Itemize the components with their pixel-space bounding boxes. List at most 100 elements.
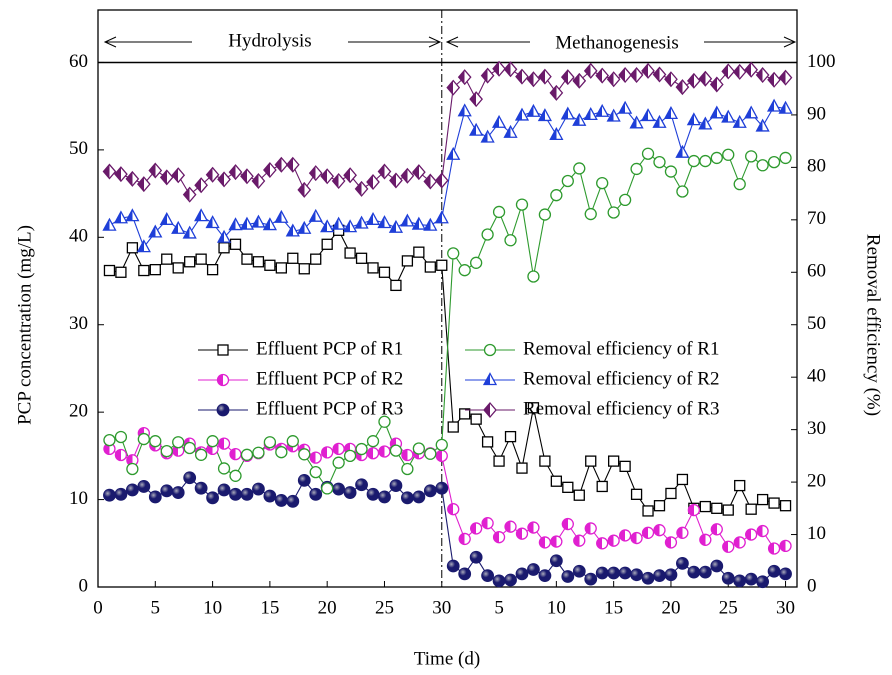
marker [401,448,414,462]
marker [618,100,633,114]
marker [766,98,782,112]
marker [274,494,288,507]
marker [676,526,689,539]
marker [733,177,746,191]
marker [331,216,346,230]
marker [664,568,678,582]
marker [390,279,402,292]
marker [675,79,690,96]
marker [412,442,426,455]
marker [652,66,667,83]
marker [308,208,323,222]
marker [481,228,494,241]
marker [321,238,333,250]
marker [516,462,528,474]
marker [401,462,414,476]
marker [411,216,426,230]
marker [630,488,643,500]
marker [698,565,712,579]
phase-label: Methanogenesis [555,32,678,53]
marker [125,208,140,222]
marker [424,447,437,460]
marker [148,162,163,179]
marker [767,564,781,578]
marker [171,167,186,184]
marker [320,168,335,185]
legend-label: Effluent PCP of R3 [256,398,403,419]
marker [537,108,552,122]
marker [665,487,677,500]
marker [343,219,358,233]
marker [458,567,472,581]
marker [378,415,391,428]
marker [228,217,243,231]
marker [755,118,770,132]
marker [722,540,735,553]
marker [217,437,231,450]
marker [756,524,769,538]
marker [629,67,644,84]
marker [572,112,587,126]
marker [663,106,679,120]
marker [687,72,701,89]
marker [756,575,770,589]
marker [664,536,678,549]
marker [527,563,540,576]
legend-label: Removal efficiency of R1 [523,338,719,359]
marker [608,455,620,467]
y2-tick-label: 0 [807,575,817,596]
marker [217,462,231,475]
marker [332,456,345,469]
legend-label: Removal efficiency of R2 [523,368,719,389]
marker [365,211,381,225]
x-tick-label: 25 [375,597,394,618]
marker [447,503,460,516]
marker [492,574,506,588]
marker [745,528,758,541]
marker [482,372,498,386]
marker [607,566,621,580]
marker [161,253,173,265]
y2-axis-title: Removal efficiency (%) [863,234,884,416]
marker [125,483,139,497]
x-tick-label: 25 [719,597,738,618]
marker [298,448,311,461]
marker [183,471,197,485]
marker [526,71,541,88]
marker [767,155,781,169]
x-tick-label: 5 [494,597,504,618]
marker [469,522,483,535]
marker [756,159,769,172]
marker [687,154,701,168]
y2-tick-label: 30 [807,418,826,439]
marker [297,181,312,198]
marker [355,252,368,264]
marker [481,569,495,583]
marker [641,526,655,539]
x-tick-label: 30 [432,597,451,618]
marker [400,213,415,227]
marker [469,122,484,136]
x-tick-label: 20 [318,597,337,618]
marker [160,444,173,458]
marker [377,215,392,229]
marker [309,465,322,479]
marker [114,487,128,501]
marker [549,554,563,568]
marker [640,108,656,122]
y2-tick-label: 50 [807,313,826,334]
marker [483,343,497,357]
marker [573,534,586,547]
marker [550,475,563,487]
marker [331,173,346,190]
marker [504,520,517,533]
marker [206,435,219,448]
marker [699,500,711,513]
marker [584,207,597,221]
marker [480,129,495,143]
marker [102,163,117,180]
marker [136,239,151,253]
marker [423,484,437,498]
marker [218,242,230,254]
